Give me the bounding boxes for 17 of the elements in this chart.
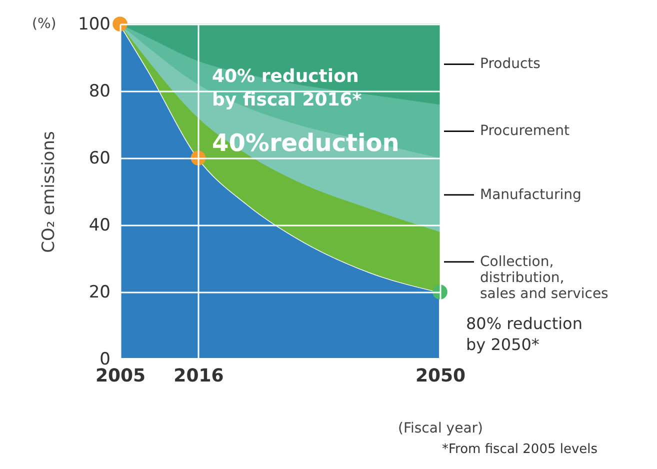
- y-axis-title: CO₂ emissions: [39, 131, 60, 253]
- y-tick-label: 100: [78, 14, 110, 34]
- text: Procurement: [480, 123, 570, 140]
- text: Manufacturing: [480, 186, 582, 203]
- text: 80% reduction by 2050*: [466, 314, 582, 354]
- y-tick-label: 40: [88, 216, 110, 236]
- x-tick-label: 2050: [415, 366, 466, 386]
- annotation: 40% reduction by fiscal 2016*: [212, 66, 362, 110]
- x-tick-label: 2016: [174, 366, 224, 386]
- x-axis-title: (Fiscal year): [398, 420, 483, 436]
- text: (%): [32, 16, 56, 32]
- y-tick-label: 60: [88, 148, 110, 168]
- text: *From fiscal 2005 levels: [442, 442, 598, 457]
- y-tick-label: 80: [88, 82, 110, 102]
- text: Collection, distribution, sales and services: [480, 254, 608, 302]
- text: Products: [480, 56, 540, 72]
- y-tick-label: 20: [88, 282, 110, 302]
